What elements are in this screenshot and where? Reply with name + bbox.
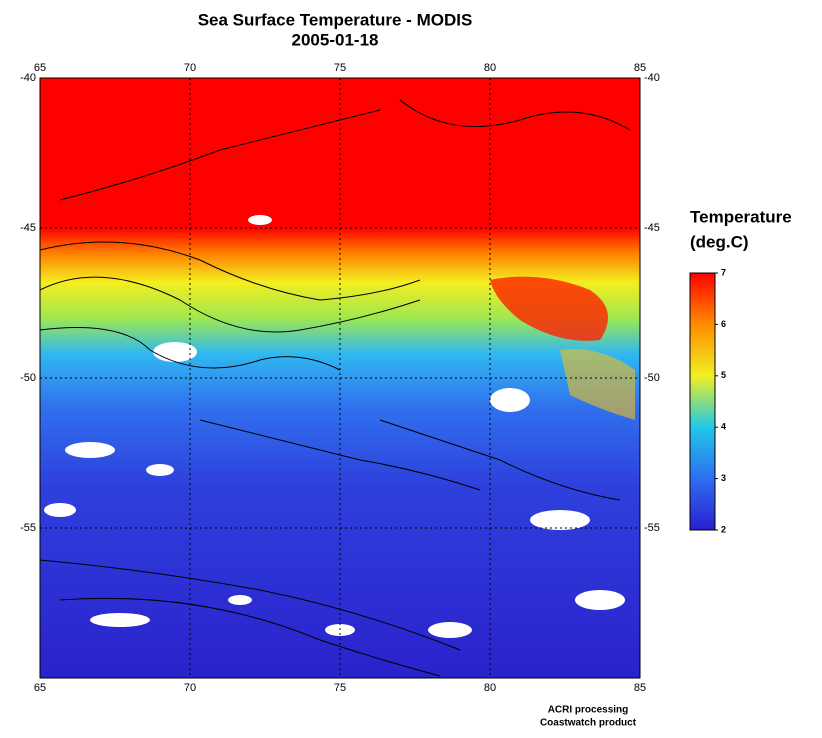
credit: Coastwatch product (540, 718, 637, 729)
lon-tick-label: 65 (34, 682, 46, 694)
colorbar (689, 272, 716, 531)
lat-tick-label: -55 (20, 522, 36, 534)
lat-tick-label: -55 (644, 522, 660, 534)
subtitle: 2005-01-18 (292, 30, 379, 49)
lat-tick-label: -50 (644, 372, 660, 384)
colorbar-tick-label: 6 (721, 319, 726, 329)
lon-tick-label: 85 (634, 682, 646, 694)
lon-tick-label: 80 (484, 62, 496, 74)
lon-tick-label: 85 (634, 62, 646, 74)
colorbar-tick-label: 7 (721, 267, 726, 277)
lat-tick-label: -40 (20, 72, 36, 84)
warm-patch (560, 349, 635, 420)
colorbar-title: Temperature (690, 207, 792, 226)
colorbar-tick-label: 5 (721, 370, 726, 380)
lon-tick-label: 75 (334, 62, 346, 74)
warm-eddy (490, 276, 608, 341)
lon-tick-label: 80 (484, 682, 496, 694)
lat-tick-label: -40 (644, 72, 660, 84)
lon-tick-label: 75 (334, 682, 346, 694)
colorbar-tick-label: 4 (721, 422, 726, 432)
lon-tick-label: 70 (184, 62, 196, 74)
title: Sea Surface Temperature - MODIS (198, 10, 473, 29)
credit: ACRI processing (548, 705, 629, 716)
colorbar-tick-label: 3 (721, 473, 726, 483)
lat-tick-label: -45 (644, 222, 660, 234)
cloud-mask (44, 215, 625, 638)
bathymetry-contours (39, 99, 631, 677)
lon-tick-label: 70 (184, 682, 196, 694)
colorbar-tick-label: 2 (721, 524, 726, 534)
colorbar-unit: (deg.C) (690, 232, 749, 251)
lon-tick-label: 65 (34, 62, 46, 74)
lat-tick-label: -50 (20, 372, 36, 384)
lat-tick-label: -45 (20, 222, 36, 234)
